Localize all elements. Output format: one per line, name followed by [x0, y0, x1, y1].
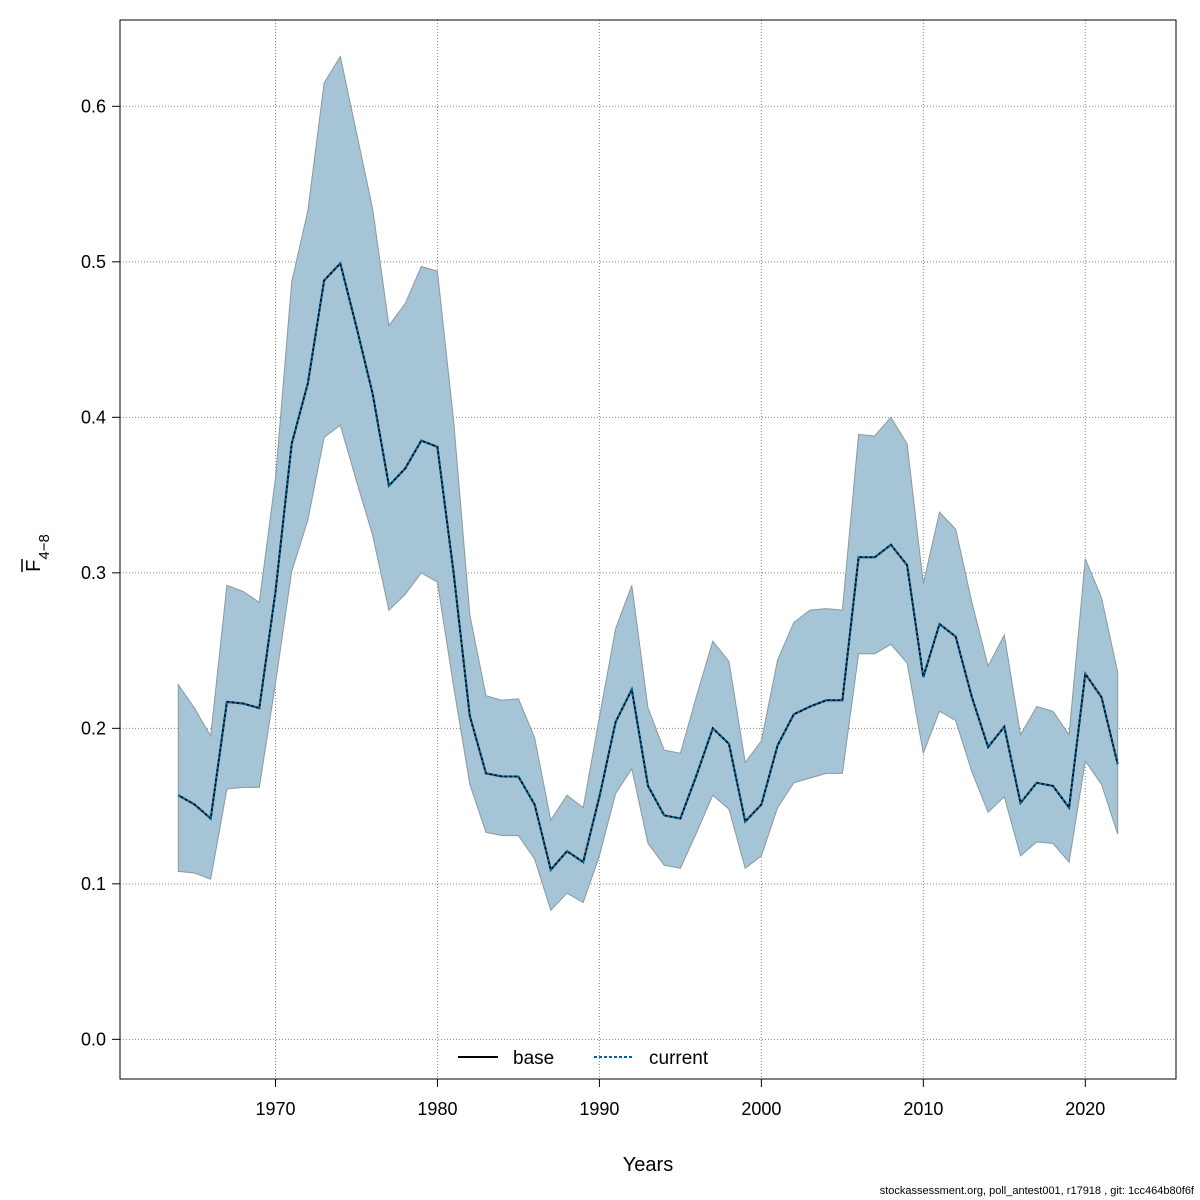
- y-tick-label: 0.2: [81, 718, 106, 738]
- x-tick-label: 2020: [1065, 1099, 1105, 1119]
- y-axis: 0.0 0.1 0.2 0.3 0.4 0.5 0.6: [81, 96, 121, 1049]
- x-tick-label: 1970: [255, 1099, 295, 1119]
- footer-credit: stockassessment.org, poll_antest001, r17…: [879, 1185, 1194, 1197]
- x-tick-label: 2000: [741, 1099, 781, 1119]
- y-axis-title-text: F4−8: [23, 534, 53, 572]
- y-axis-title-main: F: [23, 560, 45, 572]
- y-tick-label: 0.0: [81, 1029, 106, 1049]
- series-line-base: [177, 261, 1119, 872]
- legend: base current: [458, 1048, 709, 1069]
- y-axis-title-subscript: 4−8: [36, 534, 53, 559]
- grid: [120, 20, 1176, 1079]
- y-tick-label: 0.6: [81, 96, 106, 116]
- x-tick-label: 2010: [903, 1099, 943, 1119]
- y-tick-label: 0.4: [81, 407, 106, 427]
- y-tick-label: 0.5: [81, 252, 106, 272]
- confidence-band: [177, 55, 1119, 912]
- x-tick-label: 1990: [579, 1099, 619, 1119]
- series-lines: [177, 261, 1119, 872]
- y-tick-label: 0.3: [81, 563, 106, 583]
- legend-label-current: current: [649, 1048, 709, 1069]
- x-axis-title: Years: [623, 1154, 673, 1176]
- legend-label-base: base: [513, 1048, 554, 1069]
- x-tick-label: 1980: [417, 1099, 457, 1119]
- y-tick-label: 0.1: [81, 874, 106, 894]
- y-axis-title: F4−8: [21, 534, 53, 572]
- x-axis: 1970 1980 1990 2000 2010 2020: [255, 1078, 1105, 1119]
